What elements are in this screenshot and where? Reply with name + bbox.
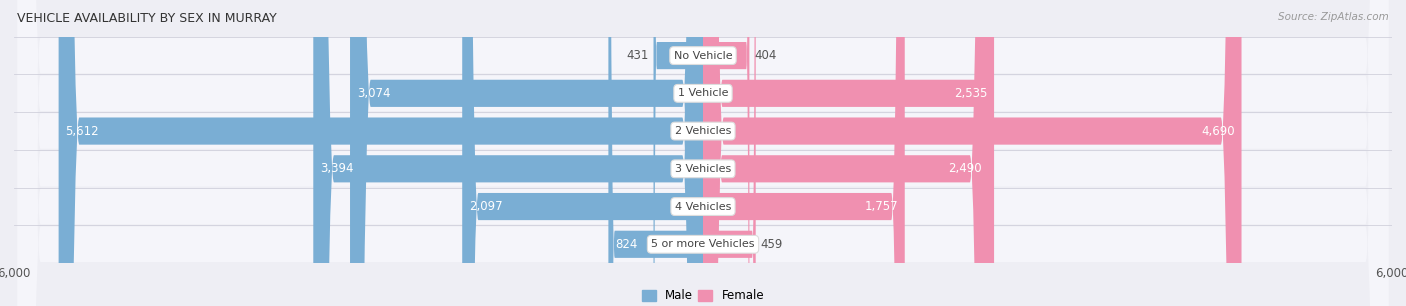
FancyBboxPatch shape	[17, 0, 1389, 306]
FancyBboxPatch shape	[703, 0, 1241, 306]
FancyBboxPatch shape	[609, 0, 703, 306]
Text: 459: 459	[761, 238, 783, 251]
Text: 2,490: 2,490	[949, 162, 981, 175]
Legend: Male, Female: Male, Female	[637, 285, 769, 306]
Text: 5,612: 5,612	[66, 125, 100, 138]
FancyBboxPatch shape	[59, 0, 703, 306]
FancyBboxPatch shape	[703, 0, 749, 306]
FancyBboxPatch shape	[654, 0, 703, 306]
Text: 5 or more Vehicles: 5 or more Vehicles	[651, 239, 755, 249]
Text: 2,097: 2,097	[470, 200, 503, 213]
FancyBboxPatch shape	[17, 0, 1389, 306]
Text: 4 Vehicles: 4 Vehicles	[675, 202, 731, 211]
FancyBboxPatch shape	[463, 0, 703, 306]
FancyBboxPatch shape	[350, 0, 703, 306]
Text: 3,074: 3,074	[357, 87, 391, 100]
FancyBboxPatch shape	[17, 0, 1389, 306]
Text: 3,394: 3,394	[321, 162, 354, 175]
Text: 824: 824	[616, 238, 638, 251]
Text: 2 Vehicles: 2 Vehicles	[675, 126, 731, 136]
Text: 404: 404	[754, 49, 776, 62]
FancyBboxPatch shape	[17, 0, 1389, 306]
FancyBboxPatch shape	[17, 0, 1389, 306]
Text: 4,690: 4,690	[1201, 125, 1234, 138]
FancyBboxPatch shape	[703, 0, 994, 306]
Text: Source: ZipAtlas.com: Source: ZipAtlas.com	[1278, 12, 1389, 22]
FancyBboxPatch shape	[703, 0, 755, 306]
FancyBboxPatch shape	[703, 0, 904, 306]
Text: 431: 431	[627, 49, 650, 62]
FancyBboxPatch shape	[17, 0, 1389, 306]
Text: 3 Vehicles: 3 Vehicles	[675, 164, 731, 174]
Text: 1,757: 1,757	[865, 200, 898, 213]
Text: VEHICLE AVAILABILITY BY SEX IN MURRAY: VEHICLE AVAILABILITY BY SEX IN MURRAY	[17, 12, 277, 25]
FancyBboxPatch shape	[314, 0, 703, 306]
Text: No Vehicle: No Vehicle	[673, 50, 733, 61]
Text: 2,535: 2,535	[953, 87, 987, 100]
Text: 1 Vehicle: 1 Vehicle	[678, 88, 728, 98]
FancyBboxPatch shape	[703, 0, 988, 306]
